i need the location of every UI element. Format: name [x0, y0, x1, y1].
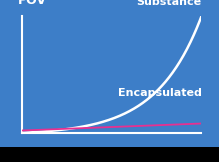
Text: POV: POV: [18, 0, 47, 7]
Text: Encapsulated: Encapsulated: [118, 88, 201, 98]
Text: Retention Period: Retention Period: [56, 149, 168, 162]
Text: Substance: Substance: [136, 0, 201, 7]
